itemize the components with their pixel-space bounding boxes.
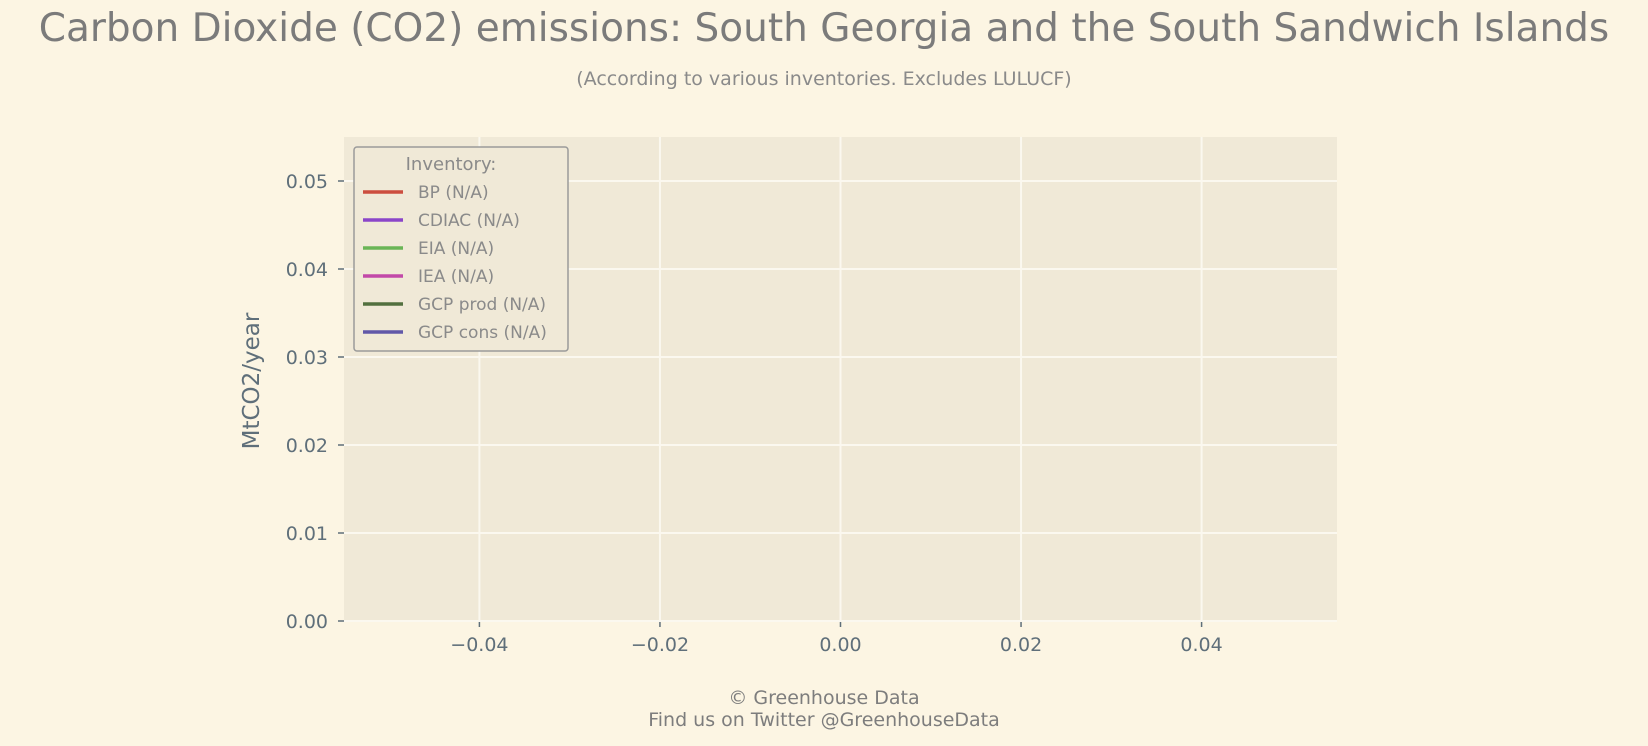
y-tick-label: 0.03 (286, 347, 328, 369)
x-tick-label: −0.04 (450, 634, 508, 656)
x-tick-label: 0.04 (1180, 634, 1222, 656)
legend-entry: IEA (N/A) (418, 267, 494, 287)
legend-entry: GCP prod (N/A) (418, 295, 546, 315)
chart-subtitle: (According to various inventories. Exclu… (576, 68, 1072, 90)
y-tick-label: 0.04 (286, 259, 328, 281)
x-tick-label: −0.02 (631, 634, 689, 656)
y-tick-label: 0.00 (286, 611, 328, 633)
y-axis-label: MtCO2/year (239, 312, 265, 449)
y-tick-label: 0.01 (286, 523, 328, 545)
legend-entry: GCP cons (N/A) (418, 323, 547, 343)
y-tick-label: 0.05 (286, 171, 328, 193)
legend-box (353, 146, 569, 352)
chart-title: Carbon Dioxide (CO2) emissions: South Ge… (38, 6, 1610, 51)
legend-entry: BP (N/A) (418, 183, 489, 203)
legend-title: Inventory: (406, 154, 497, 175)
x-tick-label: 0.00 (819, 634, 861, 656)
legend-entry: EIA (N/A) (418, 239, 494, 259)
twitter-footer: Find us on Twitter @GreenhouseData (648, 709, 1000, 731)
y-tick-label: 0.02 (286, 435, 328, 457)
x-tick-label: 0.02 (1000, 634, 1042, 656)
legend-entry: CDIAC (N/A) (418, 211, 520, 231)
copyright-footer: © Greenhouse Data (728, 687, 920, 709)
